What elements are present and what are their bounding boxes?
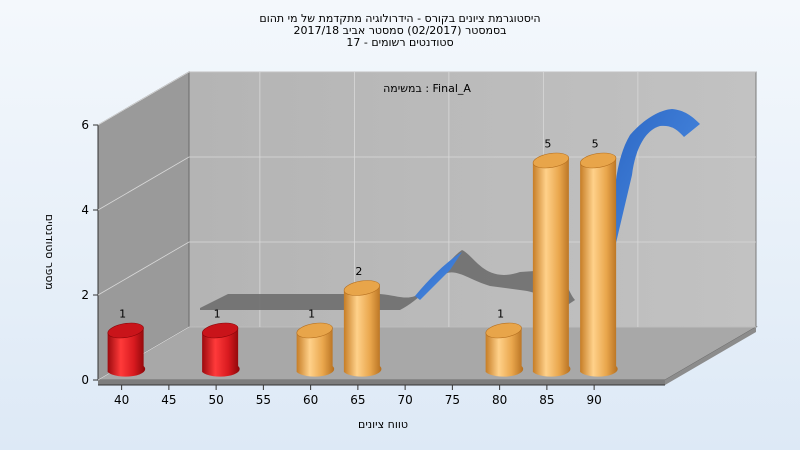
- bar-body: [296, 327, 335, 377]
- bar-top: [296, 322, 333, 339]
- trend-ribbon-blue-right: [612, 109, 700, 260]
- bar: [107, 322, 146, 377]
- chart-title-line-2: בסמסטר (02/2017) סמסטר אביב 2017/18: [293, 24, 507, 37]
- x-tick-label: 40: [114, 393, 129, 407]
- data-label: 1: [119, 308, 126, 321]
- bar-top: [107, 322, 144, 339]
- bar-top: [485, 322, 522, 339]
- x-tick-label: 60: [303, 393, 318, 407]
- chart-title-line-3: סטודנטים רשומים - 17: [346, 36, 454, 49]
- bar-body: [107, 327, 146, 377]
- data-label: 5: [592, 138, 599, 151]
- bar: [485, 322, 524, 377]
- legend-label: במשימה : Final_A: [383, 82, 471, 95]
- x-tick-label: 65: [350, 393, 365, 407]
- bar-body: [202, 327, 240, 377]
- data-label: 2: [355, 265, 362, 278]
- floor-side-edge: [665, 327, 756, 385]
- x-tick-label: 75: [445, 393, 460, 407]
- x-tick-label: 50: [208, 393, 223, 407]
- y-tick-label: 0: [81, 373, 89, 387]
- bar-top: [343, 280, 380, 296]
- x-tick-label: 85: [539, 393, 554, 407]
- bar: [532, 152, 571, 377]
- chart-title-line-1: היסטוגרמת ציונים בקורס - הידרולוגיה מתקד…: [259, 12, 541, 25]
- bar: [343, 280, 382, 377]
- bar: [580, 152, 618, 377]
- y-tick-label: 2: [81, 288, 89, 302]
- bar-body: [485, 327, 524, 377]
- trend-ribbon: [200, 109, 700, 310]
- x-tick-label: 45: [161, 393, 176, 407]
- y-tick-label: 6: [81, 118, 89, 132]
- x-tick-label: 55: [256, 393, 271, 407]
- bar: [202, 322, 240, 377]
- bar-top: [532, 152, 569, 169]
- floor: [96, 326, 758, 381]
- x-axis-title: טווח ציונים: [358, 418, 408, 431]
- grid-line-y: [97, 71, 756, 126]
- bar-top: [580, 152, 617, 169]
- bar-body: [343, 285, 382, 377]
- data-label: 1: [497, 308, 504, 321]
- trend-ribbon-gray: [200, 250, 575, 310]
- data-label: 1: [308, 308, 315, 321]
- bar-top: [202, 322, 239, 339]
- x-tick-label: 90: [586, 393, 601, 407]
- data-label: 5: [544, 138, 551, 151]
- data-label: 1: [214, 308, 221, 321]
- trend-ribbon-blue-left: [415, 252, 462, 300]
- bar-body: [580, 157, 618, 377]
- chart-bars: [107, 152, 618, 377]
- bar-body: [532, 157, 571, 377]
- y-axis-title: מספר סטודנטים: [43, 214, 56, 290]
- x-tick-label: 70: [397, 393, 412, 407]
- floor-edge: [98, 380, 665, 385]
- y-tick-label: 4: [81, 203, 89, 217]
- bar: [296, 322, 335, 377]
- x-tick-label: 80: [492, 393, 507, 407]
